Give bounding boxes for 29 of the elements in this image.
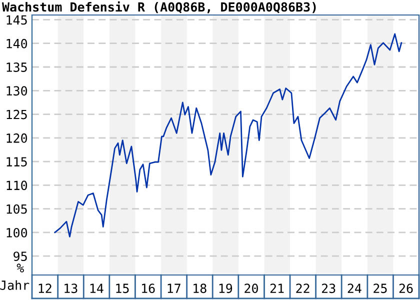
y-tick-label: 100 [6,228,28,238]
y-tick-label: 115 [6,157,27,167]
y-tick-label: 120 [6,133,28,143]
x-tick-label: 12 [38,284,52,293]
x-tick-label: 14 [90,284,104,293]
x-axis-title: Jahr [0,280,30,290]
x-tick-label: 15 [116,284,129,294]
x-tick-label: 26 [399,284,413,294]
y-tick-label: 125 [6,110,27,120]
x-tick-label: 21 [270,284,284,293]
x-tick-label: 18 [194,284,206,294]
y-tick-label: 130 [6,86,28,96]
x-tick-label: 19 [219,284,232,294]
x-tick-label: 13 [64,284,78,294]
y-tick-label: 110 [6,180,28,190]
x-tick-label: 17 [168,284,180,293]
x-tick-label: 22 [296,284,310,293]
x-tick-label: 24 [348,284,362,293]
y-tick-label: 140 [6,38,28,48]
x-tick-label: 23 [322,284,336,294]
y-tick-label: 105 [6,204,27,214]
x-tick-label: 16 [142,284,155,294]
y-tick-label: 95 [14,252,27,262]
y-axis-title: % [16,264,24,272]
x-tick-label: 20 [244,284,258,294]
y-tick-label: 135 [6,62,27,72]
chart-title: Wachstum Defensiv R (A0Q86B, DE000A0Q86B3) [2,1,316,14]
x-tick-label: 25 [374,284,387,294]
y-tick-label: 145 [6,15,27,25]
